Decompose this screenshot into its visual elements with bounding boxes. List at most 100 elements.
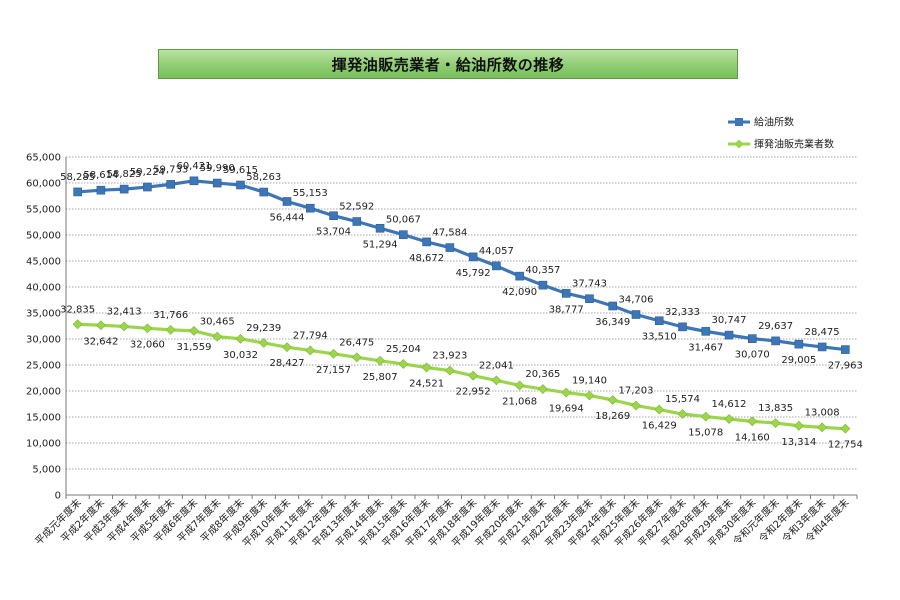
data-label: 37,743 <box>572 279 607 290</box>
data-label: 13,835 <box>758 403 793 414</box>
data-point <box>259 187 269 197</box>
legend-marker <box>735 118 743 126</box>
data-label: 32,413 <box>107 306 142 317</box>
data-point <box>770 418 781 428</box>
data-label: 13,008 <box>805 407 840 418</box>
data-label: 15,574 <box>665 394 700 405</box>
chart-title: 揮発油販売業者・給油所数の推移 <box>331 55 565 74</box>
data-label: 53,704 <box>316 227 351 238</box>
data-label: 56,444 <box>270 212 305 223</box>
data-label: 27,157 <box>316 365 351 376</box>
data-label: 26,475 <box>339 337 374 348</box>
data-label: 18,269 <box>595 411 630 422</box>
data-point <box>212 178 222 188</box>
legend-label: 給油所数 <box>754 116 794 129</box>
data-point <box>468 252 478 262</box>
data-point <box>794 339 804 349</box>
data-point <box>538 280 548 290</box>
data-point <box>654 316 664 326</box>
data-label: 58,614 <box>83 170 118 181</box>
y-tick-label: 20,000 <box>26 387 61 398</box>
data-label: 15,078 <box>688 428 723 439</box>
data-point <box>73 187 82 197</box>
data-point <box>119 321 130 332</box>
data-label: 12,754 <box>828 440 863 451</box>
y-tick-label: 30,000 <box>26 335 61 346</box>
data-point <box>375 223 385 233</box>
legend-label: 揮発油販売業者数 <box>754 138 834 151</box>
data-point <box>701 327 711 336</box>
data-point <box>235 333 246 344</box>
data-label: 21,068 <box>502 396 537 407</box>
data-point <box>538 384 548 395</box>
data-label: 25,807 <box>363 372 398 383</box>
y-tick-label: 25,000 <box>26 361 61 372</box>
data-label: 25,204 <box>386 344 421 355</box>
series-line <box>77 322 846 431</box>
data-point <box>95 320 106 331</box>
data-label: 51,294 <box>363 239 398 250</box>
data-point <box>724 414 734 424</box>
data-point <box>165 324 176 335</box>
data-label: 50,067 <box>386 215 421 226</box>
data-label: 28,427 <box>270 358 305 369</box>
data-point <box>189 325 199 336</box>
data-label: 24,521 <box>409 378 444 389</box>
data-label: 40,357 <box>525 265 560 276</box>
data-point <box>840 423 851 434</box>
data-point <box>515 271 524 281</box>
data-point <box>258 338 269 348</box>
data-label: 31,766 <box>153 310 188 321</box>
data-point <box>305 345 316 356</box>
data-point <box>445 243 455 252</box>
y-tick-label: 45,000 <box>26 257 61 268</box>
y-tick-label: 50,000 <box>26 231 61 242</box>
data-point <box>399 230 408 239</box>
data-point <box>305 203 315 213</box>
data-point <box>212 331 223 342</box>
data-point <box>143 182 152 192</box>
data-label: 29,005 <box>781 355 816 366</box>
y-tick-label: 0 <box>55 491 61 502</box>
data-label: 28,475 <box>805 327 840 338</box>
y-tick-label: 15,000 <box>26 413 61 424</box>
data-point <box>351 352 362 363</box>
data-point <box>422 237 431 247</box>
data-point <box>492 261 501 271</box>
data-point <box>444 365 455 376</box>
data-point <box>631 400 641 411</box>
data-point <box>700 411 711 422</box>
data-label: 14,612 <box>712 399 747 410</box>
data-point <box>329 211 338 221</box>
data-label: 22,952 <box>456 387 491 398</box>
y-tick-label: 65,000 <box>26 153 61 164</box>
data-label: 30,747 <box>712 315 747 326</box>
data-label: 33,510 <box>642 332 677 343</box>
data-point <box>747 416 758 427</box>
data-point <box>328 348 339 359</box>
data-point <box>421 362 432 373</box>
data-label: 17,203 <box>618 386 653 397</box>
data-point <box>72 319 83 330</box>
data-point <box>398 359 409 369</box>
y-tick-label: 55,000 <box>26 205 61 216</box>
data-label: 60,421 <box>176 161 211 172</box>
data-label: 13,314 <box>781 437 816 448</box>
data-label: 59,615 <box>223 165 258 176</box>
y-tick-label: 60,000 <box>26 179 61 190</box>
data-label: 30,070 <box>735 350 770 361</box>
data-label: 19,694 <box>549 404 584 415</box>
data-point <box>282 342 292 353</box>
data-point <box>748 334 757 343</box>
data-label: 59,733 <box>153 164 188 175</box>
data-point <box>189 176 199 186</box>
data-label: 19,140 <box>572 375 607 386</box>
data-label: 48,672 <box>409 253 444 264</box>
data-label: 31,467 <box>688 342 723 353</box>
data-label: 32,060 <box>130 339 165 350</box>
data-point <box>282 197 292 206</box>
data-label: 27,963 <box>828 361 863 372</box>
data-label: 23,923 <box>432 351 467 362</box>
series-line <box>77 179 846 352</box>
data-label: 45,792 <box>456 268 491 279</box>
